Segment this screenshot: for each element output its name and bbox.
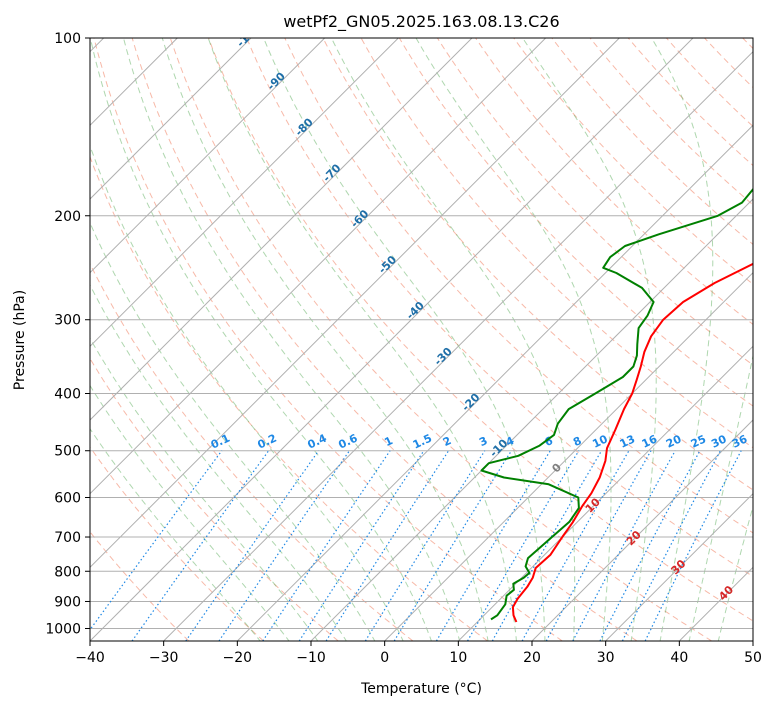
isotherm--20: [236, 124, 753, 641]
moist-adiabat: [90, 384, 290, 641]
isotherm--30: [163, 50, 753, 641]
isotherm--90: [90, 38, 326, 274]
y-tick-label: 200: [54, 209, 81, 225]
moist-adiabat: [90, 337, 319, 641]
x-tick-label: −20: [223, 650, 253, 666]
x-axis-ticks: −40 −30 −20 −10 0 10 20 30 40 50: [75, 641, 762, 666]
moist-adiabat: [651, 38, 714, 641]
chart-title: wetPf2_GN05.2025.163.08.13.C26: [283, 12, 559, 32]
mixing-ratio-label: 36: [730, 432, 750, 450]
isotherm-0: [384, 271, 753, 641]
y-tick-label: 600: [54, 490, 81, 506]
mixing-ratio-line: [393, 450, 512, 641]
x-tick-label: −30: [149, 650, 179, 666]
mixing-ratio-label: 13: [618, 432, 637, 450]
x-tick-label: −40: [75, 650, 105, 666]
moist-adiabat: [717, 504, 753, 641]
isotherm-20: [531, 419, 753, 641]
isotherms: [90, 38, 753, 641]
temperature-profile: [511, 262, 753, 623]
dry-adiabat: [246, 38, 753, 578]
plot-area: 0.10.20.40.611.52346810131620253036-100-…: [90, 21, 753, 641]
mixing-ratio-line: [90, 450, 223, 631]
dry-adiabat: [90, 357, 339, 641]
mixing-ratio-line: [521, 450, 630, 641]
y-tick-label: 1000: [45, 621, 81, 637]
moist-adiabat: [90, 144, 404, 641]
mixing-ratio-line: [572, 450, 676, 641]
dry-adiabat: [90, 446, 264, 641]
dry-adiabat: [475, 38, 753, 326]
y-tick-label: 800: [54, 564, 81, 580]
mixing-ratio-line: [298, 450, 425, 641]
dry-adiabat: [169, 38, 712, 641]
dewpoint-profile: [480, 187, 753, 621]
dry-adiabat: [322, 38, 753, 491]
mixing-ratio-line: [545, 450, 652, 641]
mixing-ratio-label: 20: [664, 432, 684, 450]
mixing-ratio-line: [185, 450, 320, 641]
isotherm--10: [310, 198, 753, 641]
x-tick-label: −10: [296, 650, 326, 666]
moist-adiabat: [161, 38, 489, 641]
moist-adiabats: [90, 38, 753, 641]
profile-series: [480, 187, 753, 623]
isotherm--50: [90, 38, 620, 569]
mixing-ratio-line: [262, 450, 391, 641]
x-tick-label: 0: [380, 650, 389, 666]
mixing-ratio-lines: [90, 450, 742, 641]
mixing-ratio-line: [644, 450, 742, 641]
isotherm-label: -100: [234, 21, 263, 50]
moist-adiabat: [207, 38, 518, 641]
y-tick-label: 100: [54, 31, 81, 47]
y-axis-ticks: 100 200 300 400 500 600 700 800 900 1000: [45, 31, 90, 637]
x-tick-label: 50: [744, 650, 762, 666]
moist-adiabat: [688, 353, 753, 641]
isotherm--40: [90, 38, 694, 641]
dry-adiabat: [208, 38, 753, 622]
moist-adiabat: [522, 38, 657, 641]
moist-adiabat: [123, 38, 461, 641]
dry-adiabat: [513, 38, 753, 285]
mixing-ratio-label: 10: [590, 432, 610, 450]
moist-adiabat: [90, 38, 432, 641]
y-tick-label: 400: [54, 387, 81, 403]
mixing-ratio-label: 25: [689, 432, 708, 450]
moist-adiabat: [263, 38, 546, 641]
dry-adiabat: [93, 38, 563, 641]
dry-adiabat: [90, 262, 414, 641]
moist-adiabat: [90, 283, 347, 641]
mixing-ratio-label: 30: [709, 432, 729, 450]
moist-adiabat: [330, 38, 576, 641]
mixing-ratio-line: [491, 450, 603, 641]
mixing-ratio-line: [325, 450, 450, 641]
moist-adiabat: [90, 221, 376, 641]
x-axis-label: Temperature (°C): [360, 681, 482, 697]
isotherm-30: [605, 492, 753, 641]
plot-frame: [89, 37, 754, 642]
x-tick-label: 20: [523, 650, 541, 666]
mixing-ratio-line: [621, 450, 721, 641]
x-tick-label: 30: [597, 650, 615, 666]
y-axis-label: Pressure (hPa): [12, 290, 28, 390]
isotherm--70: [90, 38, 473, 421]
moist-adiabat: [90, 427, 261, 641]
isotherm--100: [90, 38, 252, 200]
y-tick-label: 700: [54, 530, 81, 546]
mixing-ratio-line: [131, 450, 270, 641]
x-tick-label: 40: [670, 650, 688, 666]
mixing-ratio-line: [218, 450, 350, 641]
isotherm--60: [90, 38, 547, 495]
x-tick-label: 10: [449, 650, 467, 666]
isotherm--80: [90, 38, 399, 348]
y-tick-label: 500: [54, 444, 81, 460]
mixing-ratio-label: 16: [640, 432, 660, 450]
y-tick-label: 900: [54, 594, 81, 610]
dry-adiabat: [284, 38, 753, 534]
y-tick-label: 300: [54, 313, 81, 329]
